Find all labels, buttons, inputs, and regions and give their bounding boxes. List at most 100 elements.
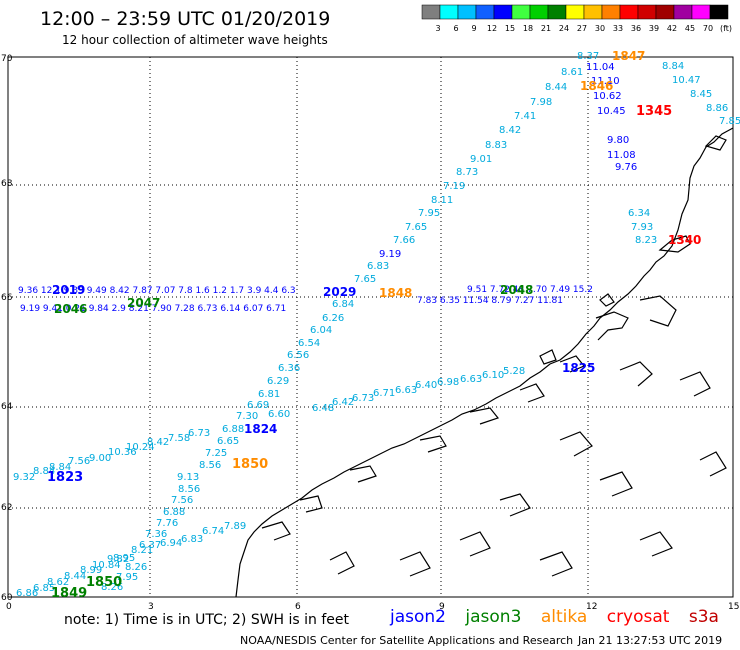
wave-height-label: 11.04 (586, 62, 615, 73)
colorbar-label: 9 (471, 24, 476, 33)
wave-height-label: 8.42 (147, 437, 169, 448)
colorbar-label: 12 (487, 24, 497, 33)
colorbar-label: 6 (453, 24, 458, 33)
legend-s3a: s3a (688, 607, 719, 627)
wave-height-label: 7.65 (354, 274, 376, 285)
coastline-islands-3 (599, 293, 615, 307)
wave-height-label: 6.65 (217, 436, 239, 447)
time-label: 1345 (636, 104, 672, 119)
colorbar-label: 18 (523, 24, 533, 33)
wave-height-label: 6.26 (322, 313, 344, 324)
time-label: 1850 (232, 457, 268, 472)
footnote: note: 1) Time is in UTC; 2) SWH is in fe… (64, 612, 350, 628)
wave-height-label: 6.88 (163, 507, 185, 518)
time-label: 1850 (86, 575, 122, 590)
coastline-inland-4 (559, 431, 593, 457)
colorbar-label: 45 (685, 24, 695, 33)
time-label: 1823 (47, 470, 83, 485)
lon-tick-label: 12 (586, 602, 597, 612)
coastline-inland-3 (679, 371, 711, 397)
map-title: 12:00 – 23:59 UTC 01/20/2019 (40, 8, 331, 30)
lat-tick-label: 62 (1, 503, 12, 513)
coastline-inland-1 (639, 295, 677, 327)
wave-height-label: 7.25 (205, 448, 227, 459)
colorbar-label: (ft) (720, 24, 732, 33)
colorbar-label: 15 (505, 24, 515, 33)
lon-tick-label: 6 (295, 602, 301, 612)
wave-height-label: 8.42 (499, 125, 521, 136)
wave-height-label: 6.10 (482, 370, 504, 381)
coastline-fjord-c (519, 383, 545, 403)
wave-height-label: 6.63 (395, 385, 417, 396)
swh-color-legend: 3 6 9 12 15 18 21 24 27 30 33 36 39 42 45 70 (ft) (421, 4, 732, 33)
coastline-islands-1 (658, 235, 691, 253)
wave-height-label: 7.56 (171, 495, 193, 506)
time-label: 1849 (51, 586, 87, 601)
wave-height-label: 11.10 (591, 76, 620, 87)
wave-height-label: 7.95 (116, 572, 138, 583)
coastline-inland-10 (399, 551, 431, 577)
time-label: 1825 (562, 361, 595, 375)
wave-height-row: 7.83 6.35 11.54 8.79 7.27 11.81 (417, 296, 563, 306)
wave-height-label: 8.62 (47, 577, 69, 588)
wave-height-label: 6.54 (298, 338, 320, 349)
wave-height-label: 6.37 (139, 540, 161, 551)
longitude-labels: 0 3 6 9 12 15 (6, 602, 739, 612)
wave-height-label: 6.94 (160, 538, 182, 549)
colorbar-label: 36 (631, 24, 641, 33)
wave-height-label: 8.26 (125, 562, 147, 573)
wave-height-label: 6.81 (258, 389, 280, 400)
wave-height-row: 9.51 7.72 48 7.70 7.49 15.2 (467, 285, 593, 295)
lon-tick-label: 9 (439, 602, 445, 612)
colorbar-label: 39 (649, 24, 659, 33)
coastline-fjord-a (595, 311, 629, 341)
wave-height-label: 9.80 (607, 135, 629, 146)
wave-height-label: 7.85 (719, 116, 740, 127)
wave-height-label: 9.82 (107, 554, 129, 565)
wave-height-label: 6.40 (415, 380, 437, 391)
wave-height-label: 6.73 (352, 393, 374, 404)
wave-height-label: 6.34 (628, 208, 650, 219)
coastline-inland-2 (619, 361, 653, 387)
wave-height-label: 7.98 (530, 97, 552, 108)
latitude-labels: 60 62 64 66 68 70 (1, 54, 13, 603)
coastline-fjord-g (299, 495, 323, 513)
wave-height-label: 8.26 (101, 582, 123, 593)
lat-tick-label: 68 (1, 179, 13, 189)
wave-height-label: 7.41 (514, 111, 536, 122)
wave-height-label: 6.63 (460, 374, 482, 385)
wave-height-label: 11.08 (607, 150, 636, 161)
wave-height-label: 6.85 (33, 583, 55, 594)
coastline-inland-7 (459, 531, 491, 557)
wave-height-label: 9.13 (177, 472, 199, 483)
time-label: 2047 (127, 296, 160, 310)
wave-height-label: 6.71 (373, 388, 395, 399)
time-label: 1848 (379, 286, 412, 300)
coastline-mainland (235, 127, 734, 598)
wave-height-label: 9.19 (379, 249, 401, 260)
wave-height-label: 7.30 (236, 411, 258, 422)
coastline-fjord-b (559, 355, 585, 373)
colorbar-label: 70 (703, 24, 713, 33)
altimeter-tracks: 8.37 8.61 8.44 7.98 7.41 8.42 8.83 9.01 8.73 7.19… (13, 49, 740, 601)
coastline-islands-4 (539, 349, 557, 365)
wave-height-label: 5.28 (503, 366, 525, 377)
wave-height-label: 10.45 (597, 106, 626, 117)
credit-line: NOAA/NESDIS Center for Satellite Applica… (240, 634, 574, 647)
coastline (235, 127, 734, 598)
wave-height-label: 7.65 (405, 222, 427, 233)
wave-height-row: 9.19 9.41 0.21 9.84 2.9 8.21 7.90 7.28 6… (20, 304, 286, 314)
wave-height-label: 9.00 (89, 453, 111, 464)
wave-height-label: 6.60 (268, 409, 290, 420)
wave-height-label: 7.58 (168, 433, 190, 444)
wave-height-label: 7.95 (418, 208, 440, 219)
colorbar-label: 30 (595, 24, 605, 33)
wave-height-label: 8.11 (431, 195, 453, 206)
colorbar-label: 27 (577, 24, 587, 33)
colorbar-label: 21 (541, 24, 551, 33)
wave-height-label: 6.69 (247, 400, 269, 411)
wave-height-label: 8.37 (577, 51, 599, 62)
wave-height-label: 10.24 (126, 442, 155, 453)
wave-height-label: 8.56 (178, 484, 200, 495)
coastline-inland-6 (499, 493, 531, 517)
